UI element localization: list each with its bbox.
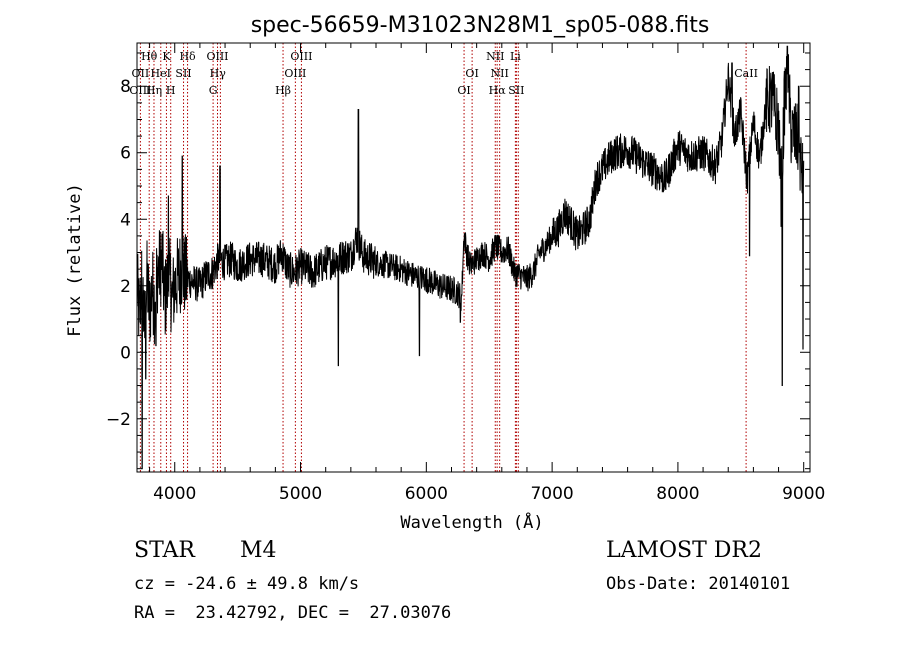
y-axis-label: Flux (relative) xyxy=(65,183,85,337)
survey-name: LAMOST DR2 xyxy=(606,538,762,563)
redshift-value: cz = -24.6 ± 49.8 km/s xyxy=(134,574,360,594)
x-tick-label: 9000 xyxy=(782,484,825,504)
line-label: NII xyxy=(486,50,504,63)
y-tick-label: −2 xyxy=(106,410,131,430)
line-label: CaII xyxy=(734,67,758,80)
x-tick-label: 4000 xyxy=(153,484,196,504)
x-axis-ticks: 4000 5000 6000 7000 8000 9000 xyxy=(149,43,825,504)
line-label: OIII xyxy=(290,50,312,63)
line-label: OIII xyxy=(284,67,306,80)
chart-title: spec-56659-M31023N28M1_sp05-088.fits xyxy=(251,13,710,38)
line-label: HeI xyxy=(151,67,171,80)
object-subclass: M4 xyxy=(240,538,277,563)
line-label: Hα xyxy=(489,84,507,97)
line-label: Hη xyxy=(146,84,162,97)
x-tick-label: 8000 xyxy=(656,484,699,504)
line-label: Hβ xyxy=(275,84,291,97)
y-tick-label: 6 xyxy=(120,144,131,164)
y-tick-label: 8 xyxy=(120,77,131,97)
x-axis-label: Wavelength (Å) xyxy=(400,511,543,533)
y-tick-label: 2 xyxy=(120,277,131,297)
line-label: NII xyxy=(491,67,509,80)
line-label: G xyxy=(209,84,218,97)
line-label: OIII xyxy=(129,84,151,97)
x-tick-label: 7000 xyxy=(530,484,573,504)
spectrum-line xyxy=(136,45,805,470)
plot-frame xyxy=(136,42,811,473)
line-label: H xyxy=(166,84,176,97)
coordinates: RA = 23.42792, DEC = 27.03076 xyxy=(134,603,452,623)
line-label: Li xyxy=(510,50,521,63)
x-tick-label: 5000 xyxy=(279,484,322,504)
line-label: SII xyxy=(508,84,524,97)
line-label: OI xyxy=(465,67,478,80)
object-class: STAR xyxy=(134,538,195,563)
line-label: OII xyxy=(132,67,150,80)
line-label: SII xyxy=(175,67,191,80)
y-tick-label: 4 xyxy=(120,210,131,230)
line-label: Hγ xyxy=(210,67,227,80)
emission-line-labels: OII OIII Hθ Hη HeI K H SII Hδ G OIII Hγ Hβ OIII OIII OI… xyxy=(129,50,758,97)
observation-date: Obs-Date: 20140101 xyxy=(606,574,791,594)
y-tick-label: 0 xyxy=(120,343,131,363)
line-label: OIII xyxy=(206,50,228,63)
line-label: OI xyxy=(457,84,470,97)
x-tick-label: 6000 xyxy=(405,484,448,504)
y-axis-ticks: −2 0 2 4 6 8 xyxy=(106,52,810,470)
line-label: K xyxy=(162,50,171,63)
line-label: Hδ xyxy=(179,50,196,63)
line-label: Hθ xyxy=(141,50,158,63)
